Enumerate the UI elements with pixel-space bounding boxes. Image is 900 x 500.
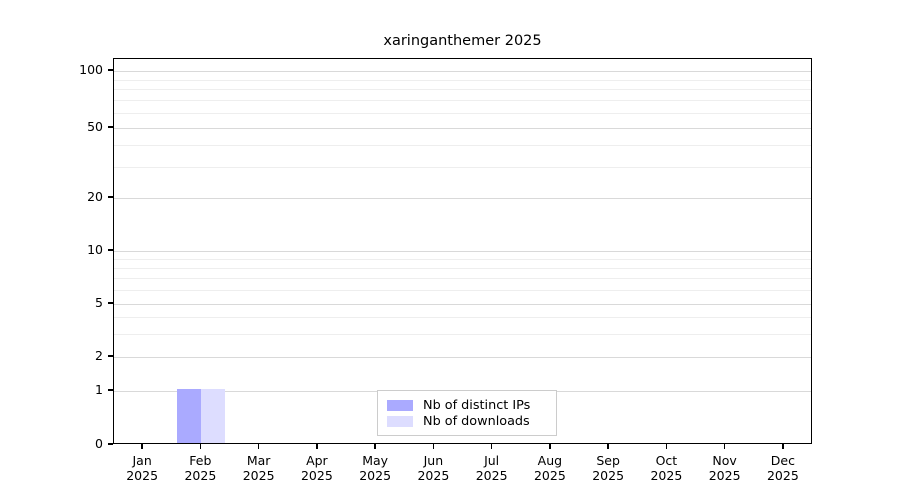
x-tick-label: Mar 2025 [219, 453, 299, 483]
x-tick-month: May [362, 453, 389, 468]
x-tick-mark [490, 444, 493, 449]
chart-legend: Nb of distinct IPs Nb of downloads [377, 390, 557, 436]
x-tick-month: Feb [189, 453, 212, 468]
legend-swatch [387, 415, 413, 427]
x-tick-year: 2025 [650, 468, 683, 483]
x-tick-mark [199, 444, 202, 449]
gridline-minor [114, 145, 811, 147]
y-tick-mark [108, 249, 113, 251]
x-tick-month: Mar [246, 453, 271, 468]
y-tick-mark [108, 355, 113, 357]
gridline-major [114, 357, 811, 358]
y-tick-mark [108, 69, 113, 71]
legend-item-downloads[interactable]: Nb of downloads [387, 413, 547, 429]
gridline-minor [114, 259, 811, 261]
x-tick-year: 2025 [766, 468, 799, 483]
gridline-major [114, 304, 811, 305]
y-tick-label: 2 [95, 348, 103, 363]
x-tick-label: Jan 2025 [102, 453, 182, 483]
x-tick-month: Jun [423, 453, 444, 468]
y-tick-mark [108, 196, 113, 198]
x-tick-year: 2025 [708, 468, 741, 483]
x-tick-month: Sep [596, 453, 620, 468]
x-tick-year: 2025 [417, 468, 450, 483]
gridline-minor [114, 79, 811, 81]
x-tick-year: 2025 [242, 468, 275, 483]
legend-label: Nb of distinct IPs [423, 397, 531, 413]
x-tick-year: 2025 [475, 468, 508, 483]
x-tick-mark [257, 444, 260, 449]
x-tick-label: Aug 2025 [510, 453, 590, 483]
gridline-minor [114, 290, 811, 292]
x-tick-month: Apr [306, 453, 328, 468]
x-tick-mark [607, 444, 609, 449]
y-tick-label: 10 [87, 242, 103, 257]
gridline-minor [114, 100, 811, 102]
x-tick-label: Apr 2025 [277, 453, 357, 483]
y-tick-label: 100 [79, 62, 103, 77]
y-tick-label: 0 [95, 436, 103, 451]
x-tick-label: May 2025 [335, 453, 415, 483]
x-tick-label: Nov 2025 [685, 453, 765, 483]
bar-feb-downloads [201, 389, 226, 443]
x-tick-label: Jul 2025 [452, 453, 532, 483]
x-tick-mark [665, 444, 668, 449]
x-tick-month: Aug [537, 453, 563, 468]
plot-area [113, 58, 812, 444]
y-tick-mark [108, 126, 113, 128]
gridline-minor [114, 316, 811, 318]
x-tick-mark [141, 444, 143, 449]
legend-item-distinct-ips[interactable]: Nb of distinct IPs [387, 397, 547, 413]
x-tick-year: 2025 [592, 468, 625, 483]
x-tick-label: Jun 2025 [393, 453, 473, 483]
x-tick-year: 2025 [184, 468, 217, 483]
y-tick-label: 50 [87, 119, 103, 134]
x-tick-month: Dec [770, 453, 795, 468]
x-tick-label: Oct 2025 [626, 453, 706, 483]
x-tick-mark [316, 444, 318, 449]
gridline-major [114, 71, 811, 72]
x-tick-month: Nov [712, 453, 737, 468]
x-tick-mark [549, 444, 551, 449]
gridline-minor [114, 333, 811, 335]
x-tick-mark [374, 444, 376, 449]
gridline-major [114, 128, 811, 129]
x-tick-month: Jan [132, 453, 152, 468]
y-tick-label: 1 [95, 382, 103, 397]
gridline-minor [114, 89, 811, 91]
gridline-minor [114, 113, 811, 114]
x-tick-year: 2025 [533, 468, 566, 483]
legend-swatch [387, 399, 413, 411]
gridline-minor [114, 167, 811, 169]
x-tick-year: 2025 [359, 468, 392, 483]
x-tick-mark [782, 444, 784, 449]
gridline-major [114, 198, 811, 199]
bar-feb-distinct-ips [177, 389, 202, 443]
x-tick-year: 2025 [126, 468, 159, 483]
x-tick-label: Dec 2025 [743, 453, 823, 483]
x-tick-year: 2025 [300, 468, 333, 483]
x-tick-label: Feb 2025 [160, 453, 240, 483]
y-tick-mark [108, 389, 113, 391]
gridline-minor [114, 268, 811, 270]
x-tick-label: Sep 2025 [568, 453, 648, 483]
x-tick-mark [432, 444, 435, 449]
gridline-major [114, 251, 811, 252]
y-tick-mark [108, 302, 113, 304]
y-tick-mark [108, 443, 113, 445]
x-tick-month: Jul [484, 453, 500, 468]
y-tick-label: 20 [87, 189, 103, 204]
legend-label: Nb of downloads [423, 413, 530, 429]
y-tick-label: 5 [95, 295, 103, 310]
x-tick-mark [723, 444, 726, 449]
x-tick-month: Oct [655, 453, 678, 468]
gridline-minor [114, 278, 811, 280]
chart-title: xaringanthemer 2025 [383, 33, 542, 49]
